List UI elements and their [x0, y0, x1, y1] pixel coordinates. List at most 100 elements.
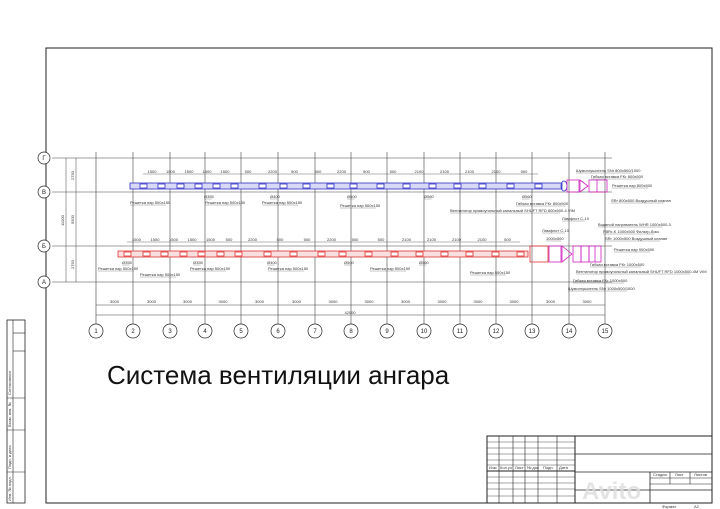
- air-grille: [160, 251, 169, 257]
- grille-spacing-dim: 500: [352, 237, 359, 242]
- total-length-dim: 42000: [344, 310, 356, 315]
- row-axis-marker: [37, 275, 51, 289]
- lower-duct-label: Ø400: [267, 260, 278, 265]
- lower-duct-label: Гибкая вставка FKr 1000х500: [590, 262, 645, 267]
- column-axis-label: 10: [421, 329, 428, 335]
- grille-spacing-dim: 1500: [203, 169, 213, 174]
- lower-duct-label: SRr 1000х500 Воздушный клапан: [605, 236, 667, 241]
- row-axis-marker: [37, 151, 51, 165]
- row-axis-label: Б: [42, 244, 46, 250]
- upper-duct-label: Вентилятор прямоугольный канальный SHUFT…: [450, 208, 575, 213]
- lower-duct-label: Шумоглушитель SNr 1000х500/1000: [568, 286, 636, 291]
- grille-spacing-dim: 2100: [478, 237, 488, 242]
- air-grille: [338, 251, 347, 257]
- row-spacing-dim: 5500: [70, 214, 75, 224]
- lower-duct-label: Ø355: [193, 260, 204, 265]
- grille-spacing-dim: 500: [226, 237, 233, 242]
- column-axis-marker: [379, 323, 395, 339]
- air-grille: [440, 251, 449, 257]
- upper-duct-label: Ø355: [204, 194, 215, 199]
- tb-col-list: Лист: [515, 465, 524, 470]
- lower-duct-label: Решетка нар 500х150: [190, 266, 231, 271]
- air-grille: [258, 183, 267, 189]
- upper-duct-label: Ø560: [424, 194, 435, 199]
- row-spacing-dim: 2750: [70, 259, 75, 269]
- air-grille: [428, 183, 437, 189]
- column-axis-label: 1: [94, 329, 98, 335]
- grille-spacing-dim: 2100: [492, 169, 502, 174]
- lower-duct-label: Ламфлот С-10: [542, 228, 570, 233]
- air-grille: [349, 183, 358, 189]
- air-grille: [212, 183, 221, 189]
- air-grille: [123, 251, 132, 257]
- air-grille: [302, 183, 311, 189]
- side-stamp: Инв. № подл. Подп. и дата Взам. инв. № С…: [6, 319, 26, 504]
- column-axis-marker: [233, 323, 249, 339]
- air-grille: [453, 183, 462, 189]
- column-axis-marker: [343, 323, 359, 339]
- row-axis-label: Г: [42, 156, 46, 162]
- tb-col-izm: Изм: [489, 465, 497, 470]
- column-axis-label: 9: [385, 329, 389, 335]
- stamp-sign-date: Подп. и дата: [7, 445, 12, 469]
- title-block: [486, 435, 713, 504]
- upper-duct-label: Решетка нар 500х150: [130, 200, 171, 205]
- column-spacing-dim: 3000: [365, 299, 375, 304]
- column-spacing-dim: 3000: [474, 299, 484, 304]
- upper-duct-label: Гибкая вставка FKr 800х500: [591, 174, 644, 179]
- column-axis-label: 7: [313, 329, 317, 335]
- grille-spacing-dim: 500: [304, 237, 311, 242]
- column-spacing-dim: 3000: [510, 299, 520, 304]
- lower-duct-label: Решетка нар 500х150: [98, 266, 139, 271]
- grille-spacing-dim: 500: [378, 237, 385, 242]
- stamp-inv-no: Инв. № подл.: [7, 476, 12, 501]
- upper-duct-label: Ø400: [270, 194, 281, 199]
- grille-spacing-dim: 1500: [221, 169, 231, 174]
- duct-layout: 1500 1500 1500 1500 1500 500 2200 500 500 2200 500…: [117, 169, 608, 263]
- grille-spacing-dim: 500: [277, 237, 284, 242]
- column-spacing-dim: 3000: [292, 299, 302, 304]
- lower-duct-label: Решетка нар 500х150: [370, 266, 411, 271]
- sheet-frame: [45, 47, 713, 504]
- air-grille: [230, 183, 239, 189]
- column-axis-label: 2: [131, 329, 135, 335]
- watermark-logo: Avito: [582, 478, 641, 505]
- column-axis-marker: [270, 323, 286, 339]
- column-spacing-dim: 3000: [183, 299, 193, 304]
- column-axis-marker: [452, 323, 468, 339]
- air-grille: [289, 251, 298, 257]
- column-axis-marker: [597, 323, 613, 339]
- upper-duct-label: Решетка нар 800х500: [612, 183, 653, 188]
- row-axis-marker: [37, 185, 51, 199]
- grille-spacing-dim: 500: [363, 169, 370, 174]
- column-axis-label: 11: [457, 329, 464, 335]
- total-width-dim: 11000: [60, 214, 65, 226]
- stamp-replace-inv: Взам. инв. №: [7, 402, 12, 427]
- air-grille: [142, 251, 151, 257]
- upper-duct-label: Ламфлот С-10: [562, 216, 590, 221]
- air-grille: [179, 251, 188, 257]
- air-grille: [279, 183, 288, 189]
- column-axis-label: 15: [602, 329, 609, 335]
- lower-duct-label: Ø560: [419, 260, 430, 265]
- grille-spacing-dim: 500: [315, 169, 322, 174]
- column-spacing-dim: 3000: [110, 299, 120, 304]
- column-spacing-dim: 3000: [255, 299, 265, 304]
- tb-sheet: Лист: [675, 472, 684, 477]
- lower-duct-label: Водяной нагреватель WHR 1000х500-3: [598, 222, 672, 227]
- grille-spacing-dim: 1500: [169, 237, 179, 242]
- upper-air-handling-unit: [560, 179, 608, 193]
- column-axis-label: 8: [349, 329, 353, 335]
- grille-spacing-dim: 500: [504, 237, 511, 242]
- column-spacing-dim: 3000: [219, 299, 229, 304]
- air-grille: [326, 183, 335, 189]
- air-grille: [465, 251, 474, 257]
- grille-spacing-dim: 1500: [151, 237, 161, 242]
- grille-spacing-dim: 2100: [465, 169, 475, 174]
- column-axis-marker: [197, 323, 213, 339]
- row-axis-label: В: [42, 190, 46, 196]
- grille-spacing-dim: 500: [521, 169, 528, 174]
- column-axis-label: 6: [276, 329, 280, 335]
- grille-spacing-dim: 500: [291, 169, 298, 174]
